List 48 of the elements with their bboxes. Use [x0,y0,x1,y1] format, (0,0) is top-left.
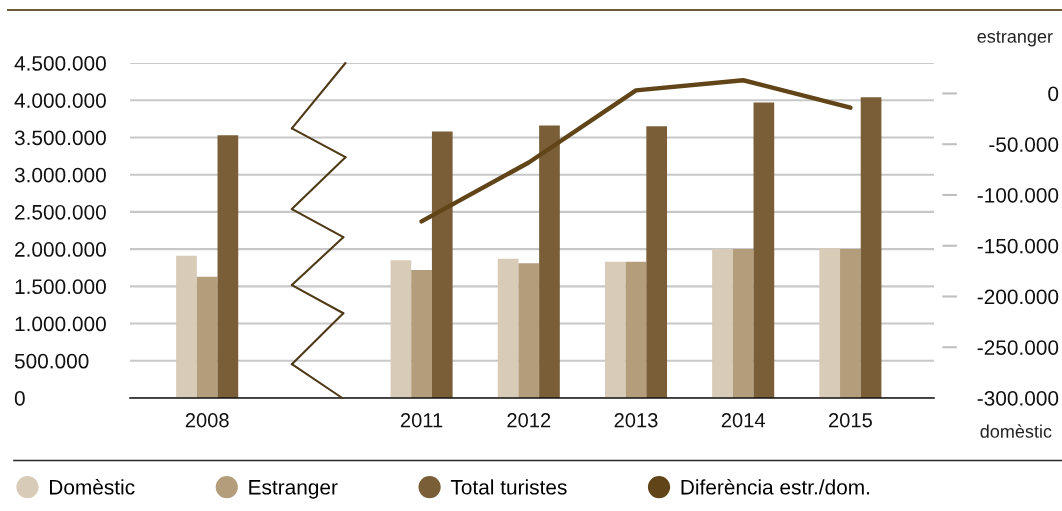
y-tick-label: 4.000.000 [14,93,106,108]
bar [604,261,626,398]
bar [625,261,647,398]
line-series [419,78,853,224]
bar [753,102,775,398]
y-tick-label: 2.000.000 [15,242,106,257]
legend-label: Domèstic [50,479,135,495]
y-tick-label: 1.000.000 [15,316,106,332]
y-tick-label: 3.000.000 [14,167,106,183]
y-tick-label: 1.500.000 [15,279,106,295]
y2-tick-label: -100.000 [977,187,1059,203]
legend-label: Estranger [249,480,338,499]
text: estranger [977,31,1053,47]
bar [411,269,432,398]
y-tick-label: 4.500.000 [14,56,106,71]
bar [176,255,197,398]
x-tick-label: 2015 [829,413,872,428]
bar [217,135,239,398]
bar [732,249,754,398]
y-tick-label: 0 [14,391,25,406]
y-tick-label: 2.500.000 [15,204,106,220]
bar [860,97,882,398]
bar [840,249,861,398]
y-tick-label: 500.000 [14,353,89,369]
x-tick-label: 2008 [185,413,229,428]
legend-label: Diferència estr./dom. [681,479,870,495]
x-tick-label: 2013 [614,413,658,428]
legend-label: Total turistes [450,479,567,495]
y-tick-label: 3.500.000 [14,130,106,146]
x-tick-label: 2012 [507,413,551,428]
y2-tick-label: -250.000 [977,340,1059,355]
y2-tick-label: -50.000 [989,137,1059,152]
bar [712,249,733,398]
y2-tick-label: -200.000 [977,289,1059,305]
y2-tick-label: 0 [1048,86,1059,102]
bar [518,263,540,398]
bar [196,276,218,398]
y2-tick-label: -300.000 [977,391,1059,406]
bar [431,131,453,398]
bar [819,248,841,398]
x-tick-label: 2011 [400,413,443,428]
text: domèstic [980,424,1052,438]
bar [539,125,560,398]
bar [390,260,412,398]
bar [646,126,668,398]
x-tick-label: 2014 [721,413,765,428]
y2-tick-label: -150.000 [977,238,1059,254]
bar [497,258,519,398]
